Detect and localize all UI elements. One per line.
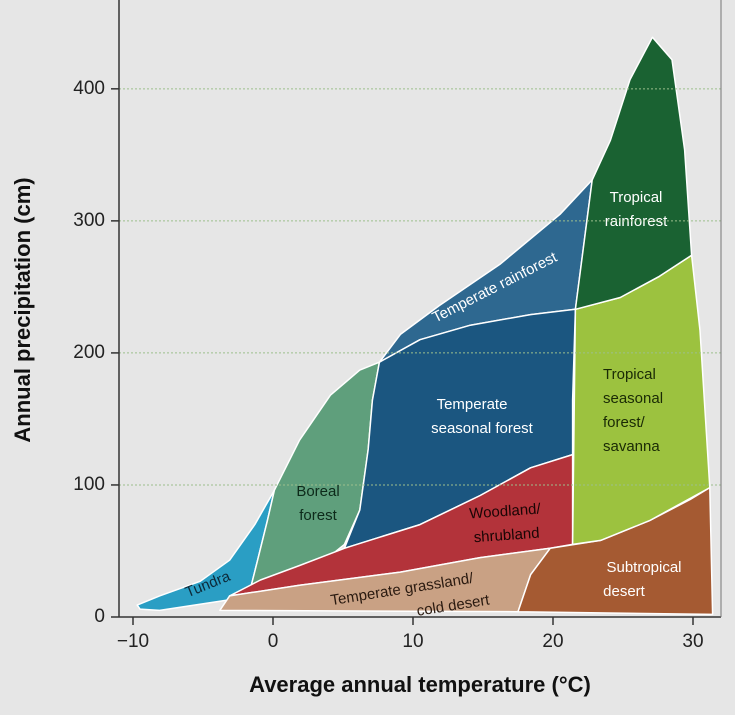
region-label: Tropical [603,366,656,383]
region-label: seasonal forest [431,420,534,437]
y-tick-label: 100 [73,474,105,495]
x-tick-label: 30 [682,631,703,652]
biome-region [574,36,693,311]
y-tick-label: 0 [94,606,105,627]
region-label: seasonal [603,390,663,407]
x-axis-title: Average annual temperature (°C) [249,672,591,697]
x-tick-label: 0 [268,631,279,652]
y-axis-title: Annual precipitation (cm) [10,177,35,442]
region-label: Woodland/ [469,500,542,522]
y-tick-label: 200 [73,342,105,363]
region-label: forest [299,507,337,524]
region-label: Boreal [296,483,339,500]
region-label: Subtropical [606,559,681,576]
region-label: rainforest [605,213,668,230]
region-label: desert [603,583,646,600]
x-tick-label: 20 [542,631,563,652]
region-label: Tropical [610,189,663,206]
region-label: shrubland [473,525,540,547]
y-tick-label: 300 [73,210,105,231]
x-tick-label: 10 [402,631,423,652]
region-label: Temperate [437,396,508,413]
x-tick-label: −10 [117,631,149,652]
region-label: forest/ [603,414,646,431]
regions [136,36,714,616]
region-label: savanna [603,438,660,455]
y-tick-label: 400 [73,78,105,99]
